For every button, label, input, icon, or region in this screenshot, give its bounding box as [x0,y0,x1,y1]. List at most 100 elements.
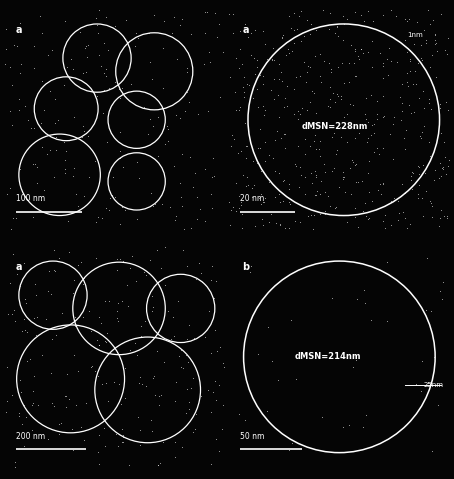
Point [102,204,109,212]
Point [191,425,198,433]
Point [56,254,63,262]
Point [61,138,68,146]
Point [186,405,193,413]
Point [54,116,61,124]
Point [406,67,414,75]
Point [415,194,422,202]
Point [415,191,422,198]
Point [106,297,113,305]
Point [301,173,309,181]
Point [22,326,29,333]
Point [317,177,325,184]
Point [260,102,267,110]
Point [72,322,79,330]
Point [159,200,166,207]
Point [83,297,90,305]
Point [249,94,257,102]
Point [80,436,87,444]
Point [403,225,410,232]
Point [216,20,223,28]
Point [273,219,280,227]
Point [65,248,72,256]
Point [380,63,387,70]
Point [85,173,93,181]
Point [177,363,184,370]
Point [83,53,90,61]
Point [69,446,76,454]
Point [47,369,54,377]
Point [309,24,316,32]
Point [3,398,10,405]
Point [70,113,77,121]
Point [406,101,413,108]
Point [124,302,132,309]
Point [436,160,444,167]
Point [207,350,214,357]
Point [359,177,366,184]
Point [104,46,111,54]
Text: 200 nm: 200 nm [15,432,44,441]
Point [1,60,9,68]
Point [291,110,298,117]
Point [74,367,82,375]
Point [444,106,451,114]
Point [80,274,88,282]
Point [307,169,315,176]
Point [422,306,429,314]
Point [95,460,102,468]
Point [327,68,334,76]
Point [5,310,12,318]
Point [376,180,383,188]
Point [345,78,352,85]
Point [416,95,423,103]
Point [84,41,92,49]
Point [94,92,101,100]
Point [172,438,179,445]
Point [309,225,316,233]
Point [135,379,142,387]
Point [93,337,100,344]
Point [417,388,424,395]
Point [415,182,423,189]
Point [146,58,153,66]
Point [204,386,211,394]
Point [232,54,240,61]
Point [15,95,23,103]
Point [307,211,314,218]
Point [415,171,423,178]
Point [9,250,16,258]
Point [100,86,108,93]
Point [357,46,364,53]
Point [172,454,179,461]
Point [260,27,267,35]
Point [87,363,94,371]
Point [196,387,203,394]
Point [201,217,208,225]
Point [185,358,192,366]
Point [403,78,410,85]
Point [2,409,10,416]
Point [177,179,184,187]
Point [279,31,286,39]
Point [357,11,365,19]
Point [127,88,134,95]
Point [326,95,334,103]
Point [419,87,427,94]
Point [52,95,59,103]
Point [29,427,36,434]
Point [340,169,347,176]
Point [393,58,400,66]
Point [331,129,338,137]
Point [394,216,401,224]
Point [352,178,360,185]
Point [62,17,69,25]
Point [351,46,359,53]
Point [180,225,187,232]
Point [233,107,240,114]
Point [192,411,200,418]
Point [380,113,387,121]
Point [373,97,380,104]
Point [228,132,235,139]
Point [271,194,279,201]
Point [261,138,268,146]
